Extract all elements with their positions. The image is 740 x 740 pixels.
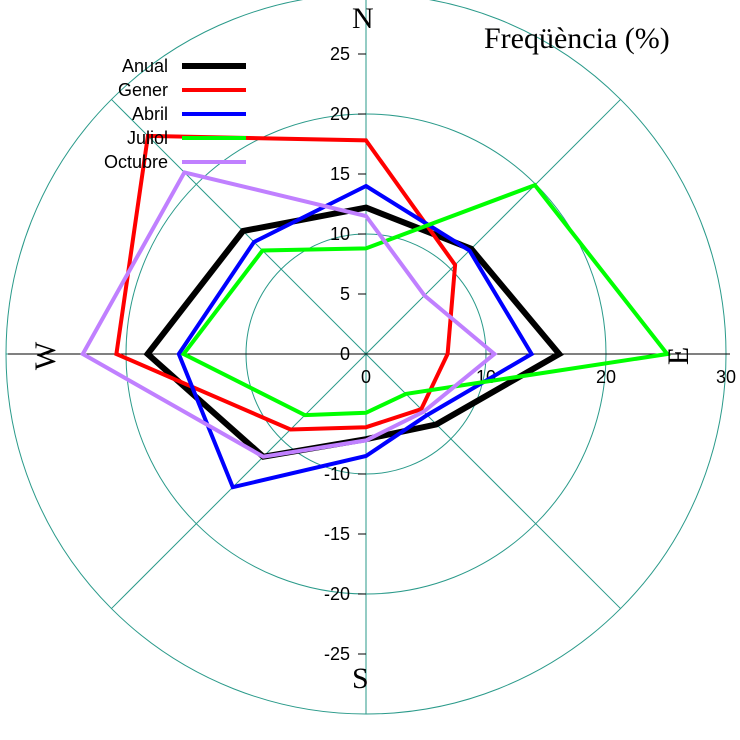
grid-spoke — [365, 353, 621, 609]
grid-spoke — [365, 99, 621, 355]
y-tick-label: 10 — [330, 224, 350, 244]
x-tick-label: 30 — [716, 367, 736, 387]
direction-south: S — [352, 662, 369, 695]
y-tick-label: 0 — [340, 344, 350, 364]
chart-title: Freqüència (%) — [484, 22, 670, 55]
legend-label-gener: Gener — [118, 80, 168, 100]
legend-label-abril: Abril — [132, 104, 168, 124]
y-tick-label: -25 — [324, 644, 350, 664]
legend-label-octubre: Octubre — [104, 152, 168, 172]
y-tick-label: 5 — [340, 284, 350, 304]
series-line-anual — [143, 204, 564, 460]
legend-label-juliol: Juliol — [127, 128, 168, 148]
series-line-juliol — [180, 182, 671, 418]
y-tick-label: 15 — [330, 164, 350, 184]
series-group — [80, 133, 671, 490]
y-tick-label: 20 — [330, 104, 350, 124]
y-tick-label: -10 — [324, 464, 350, 484]
y-tick-label: -20 — [324, 584, 350, 604]
direction-north: N — [352, 2, 374, 35]
series-line-gener — [114, 133, 458, 432]
y-tick-label: -15 — [324, 524, 350, 544]
direction-west: W — [29, 341, 63, 371]
grid-spoke — [111, 99, 367, 355]
legend: Anual Gener Abril Juliol Octubre — [104, 56, 246, 172]
y-tick-label: 25 — [330, 44, 350, 64]
polar-grid — [5, 0, 730, 715]
grid-spoke — [111, 353, 367, 609]
legend-label-anual: Anual — [122, 56, 168, 76]
series-line-abril — [176, 183, 535, 490]
x-tick-label: 0 — [361, 367, 371, 387]
x-tick-label: 20 — [596, 367, 616, 387]
series-line-octubre — [80, 170, 498, 459]
direction-east: E — [662, 346, 696, 366]
